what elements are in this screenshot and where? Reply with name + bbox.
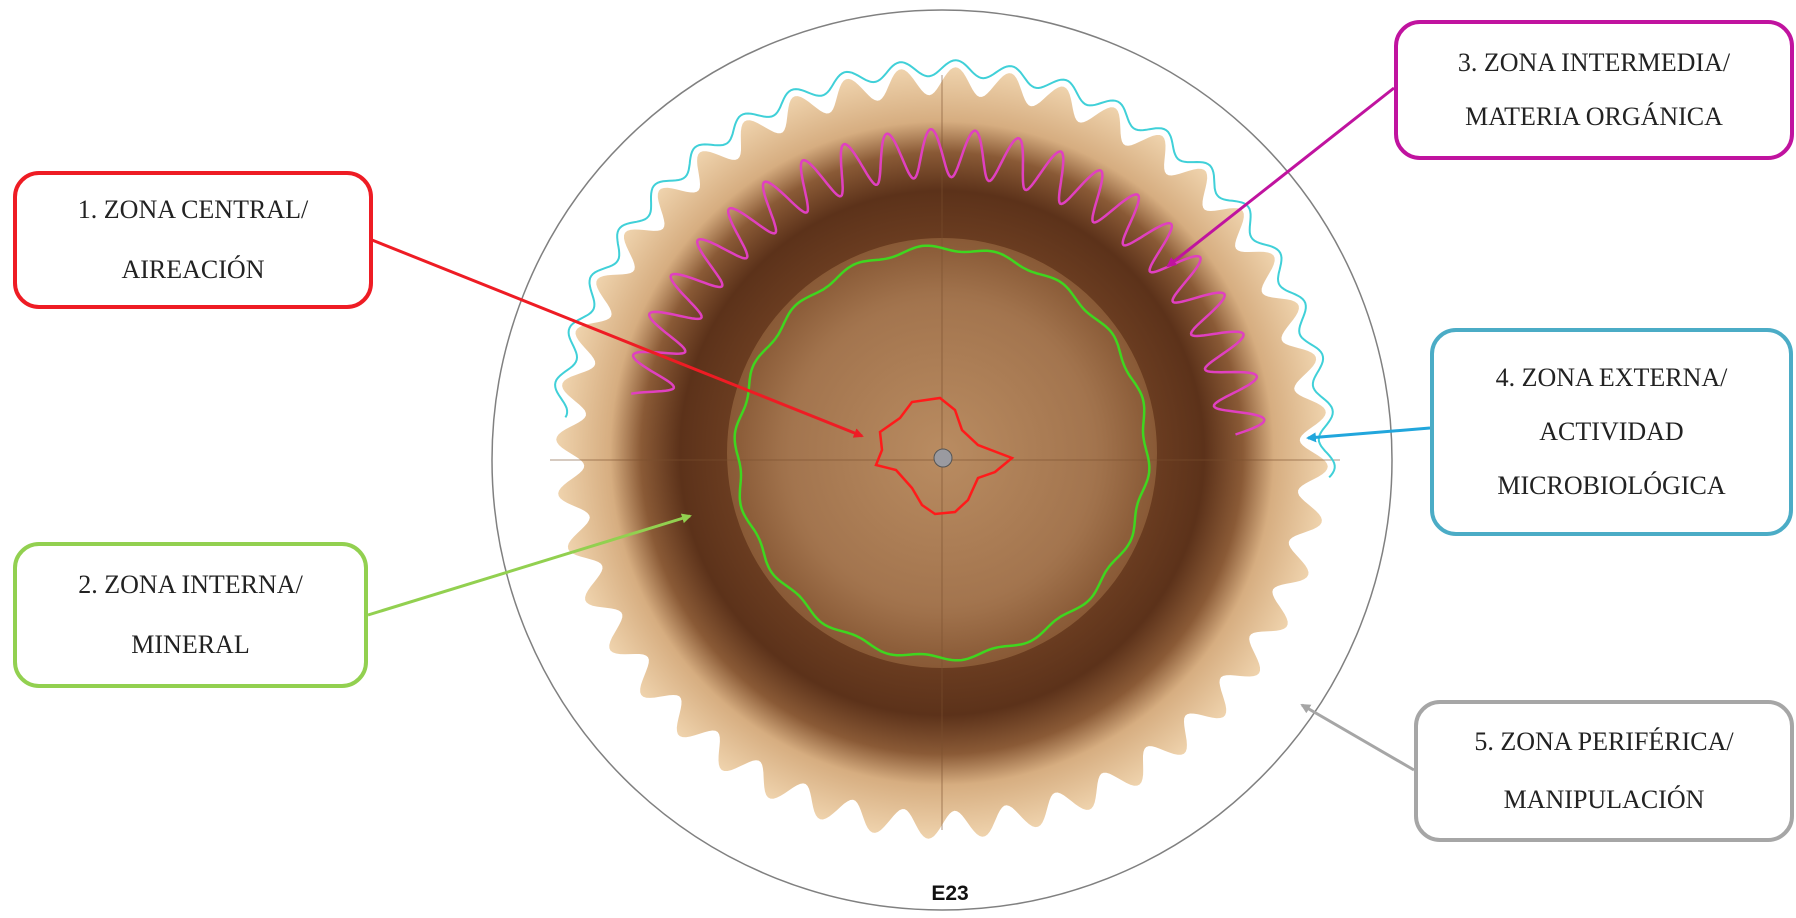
label-zone-1: 1. ZONA CENTRAL/ AIREACIÓN	[13, 171, 373, 309]
contour-externa	[554, 59, 1336, 479]
label-zone-5-line2: MANIPULACIÓN	[1503, 785, 1705, 814]
outer-circle	[491, 9, 1393, 911]
arrow-zone-5	[1300, 703, 1415, 772]
label-zone-2: 2. ZONA INTERNA/ MINERAL	[13, 542, 368, 688]
label-zone-4: 4. ZONA EXTERNA/ ACTIVIDAD MICROBIOLÓGIC…	[1430, 328, 1793, 536]
contour-interna	[733, 244, 1151, 662]
label-zone-5: 5. ZONA PERIFÉRICA/ MANIPULACIÓN	[1414, 700, 1794, 842]
label-zone-2-line2: MINERAL	[131, 630, 250, 659]
label-zone-1-line2: AIREACIÓN	[121, 255, 265, 284]
arrow-zone-4	[1306, 426, 1431, 443]
label-zone-4-line3: MICROBIOLÓGICA	[1497, 471, 1726, 500]
label-zone-3: 3. ZONA INTERMEDIA/ MATERIA ORGÁNICA	[1394, 20, 1794, 160]
arrow-zone-2	[367, 513, 692, 617]
label-zone-1-line1: 1. ZONA CENTRAL/	[77, 195, 309, 224]
label-zone-3-line1: 3. ZONA INTERMEDIA/	[1457, 48, 1731, 77]
contour-intermedia	[631, 128, 1266, 436]
label-zone-2-line1: 2. ZONA INTERNA/	[78, 570, 303, 599]
arrow-zone-3	[1166, 86, 1395, 268]
label-zone-4-line2: ACTIVIDAD	[1539, 417, 1684, 446]
arrow-zone-1	[371, 238, 864, 438]
label-zone-3-line2: MATERIA ORGÁNICA	[1465, 102, 1723, 131]
center-hole	[933, 448, 953, 468]
figure-caption: E23	[931, 882, 969, 905]
contour-central	[874, 396, 1015, 516]
label-zone-5-line1: 5. ZONA PERIFÉRICA/	[1474, 727, 1734, 756]
label-zone-4-line1: 4. ZONA EXTERNA/	[1495, 363, 1728, 392]
